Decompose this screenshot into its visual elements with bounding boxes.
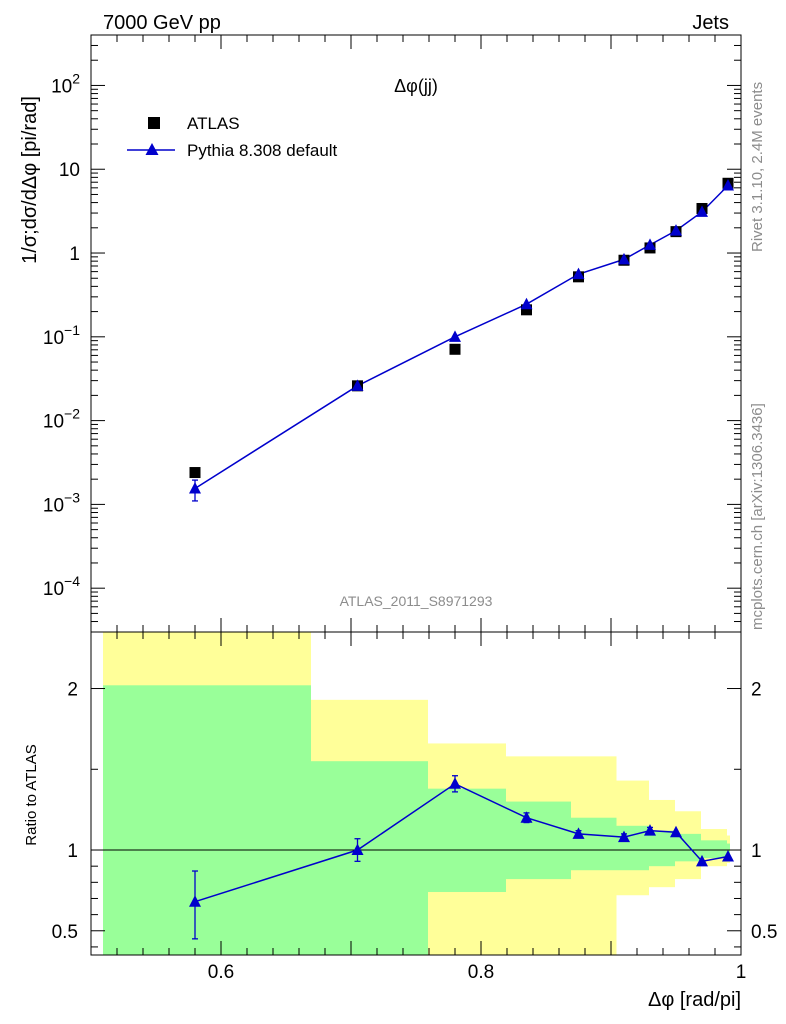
main-y-tick-label: 10 <box>59 160 80 181</box>
ratio-uncertainty-bands <box>103 632 730 955</box>
ratio-green-band <box>311 761 428 955</box>
legend-atlas-label: ATLAS <box>187 114 240 133</box>
x-axis-label: Δφ [rad/pi] <box>648 989 741 1011</box>
pythia-point <box>572 267 585 280</box>
atlas-point <box>521 304 532 316</box>
x-tick-label: 0.8 <box>468 962 494 983</box>
ratio-green-band <box>103 685 311 955</box>
header-energy-label: 7000 GeV pp <box>103 12 221 34</box>
main-panel: 10−4 10−3 10−2 10−1 1 10 102 1/σ;dσ/dΔφ [pi/ra… <box>19 34 742 633</box>
rivet-version-label: Rivet 3.1.10, 2.4M events <box>749 82 766 252</box>
pythia-point <box>722 178 734 191</box>
main-y-tick-label: 10−3 <box>43 489 80 516</box>
mcplots-source-label: mcplots.cern.ch [arXiv:1306.3436] <box>749 403 766 630</box>
ratio-green-band <box>571 817 617 871</box>
legend: ATLAS Pythia 8.308 default <box>127 114 338 160</box>
legend-atlas-marker <box>148 117 160 129</box>
ratio-axis-ticks <box>90 632 742 955</box>
pythia-point <box>618 252 630 265</box>
ratio-y-tick-label-right: 0.5 <box>751 922 777 943</box>
main-y-tick-label: 102 <box>51 70 80 97</box>
ratio-point <box>644 824 656 836</box>
ratio-green-band <box>701 840 727 859</box>
ratio-green-band <box>675 833 701 862</box>
ratio-series-layer <box>189 775 734 940</box>
x-tick-label: 1 <box>736 962 747 983</box>
main-axis-ticks <box>90 34 742 633</box>
ratio-panel: 0.6 0.8 10.5 0.51 12 2 Ratio to ATLAS Δφ [rad… <box>23 631 778 1011</box>
ratio-tick-labels: 0.6 0.8 10.5 0.51 12 2 <box>52 680 778 983</box>
pythia-point <box>696 205 708 217</box>
ratio-y-tick-label-right: 1 <box>751 841 762 862</box>
ratio-point <box>572 827 585 839</box>
main-y-tick-label: 10−1 <box>43 322 80 349</box>
atlas-point <box>189 467 201 479</box>
ratio-series-line <box>194 782 729 903</box>
legend-pythia-marker <box>145 143 159 155</box>
ratio-point <box>722 849 734 862</box>
main-series-layer <box>189 177 734 502</box>
ratio-green-band <box>616 825 649 871</box>
ratio-point <box>618 830 630 843</box>
ratio-green-band <box>428 788 506 893</box>
ratio-point <box>696 854 708 867</box>
ratio-y-tick-label: 2 <box>67 680 78 701</box>
pythia-point <box>520 297 533 310</box>
main-y-tick-label: 10−4 <box>43 573 80 600</box>
ratio-green-band <box>506 801 571 880</box>
ratio-point <box>520 811 533 823</box>
pythia-point <box>449 330 461 342</box>
header-process-label: Jets <box>692 12 729 34</box>
ratio-point <box>189 895 201 907</box>
pythia-series-line <box>194 184 729 490</box>
ratio-point <box>351 843 364 856</box>
ratio-frame <box>90 631 742 956</box>
main-y-tick-labels: 10−4 10−3 10−2 10−1 1 10 102 <box>43 70 80 600</box>
main-y-tick-label: 1 <box>69 244 80 265</box>
ratio-y-axis-label: Ratio to ATLAS <box>23 744 40 845</box>
atlas-point <box>449 343 461 355</box>
x-tick-label: 0.6 <box>208 962 234 983</box>
ratio-y-tick-label: 0.5 <box>52 922 78 943</box>
main-y-tick-label: 10−2 <box>43 406 80 433</box>
ratio-y-tick-label-right: 2 <box>751 680 762 701</box>
ratio-point <box>449 777 461 789</box>
main-y-axis-label: 1/σ;dσ/dΔφ [pi/rad] <box>19 96 41 264</box>
legend-pythia-label: Pythia 8.308 default <box>187 141 338 160</box>
pythia-point <box>670 224 682 236</box>
pythia-point <box>189 481 201 494</box>
main-title: Δφ(jj) <box>394 76 438 96</box>
ratio-y-tick-label: 1 <box>67 841 78 862</box>
pythia-point <box>351 379 364 391</box>
analysis-watermark: ATLAS_2011_S8971293 <box>340 593 493 609</box>
pythia-point <box>644 238 656 250</box>
ratio-point <box>670 825 682 838</box>
